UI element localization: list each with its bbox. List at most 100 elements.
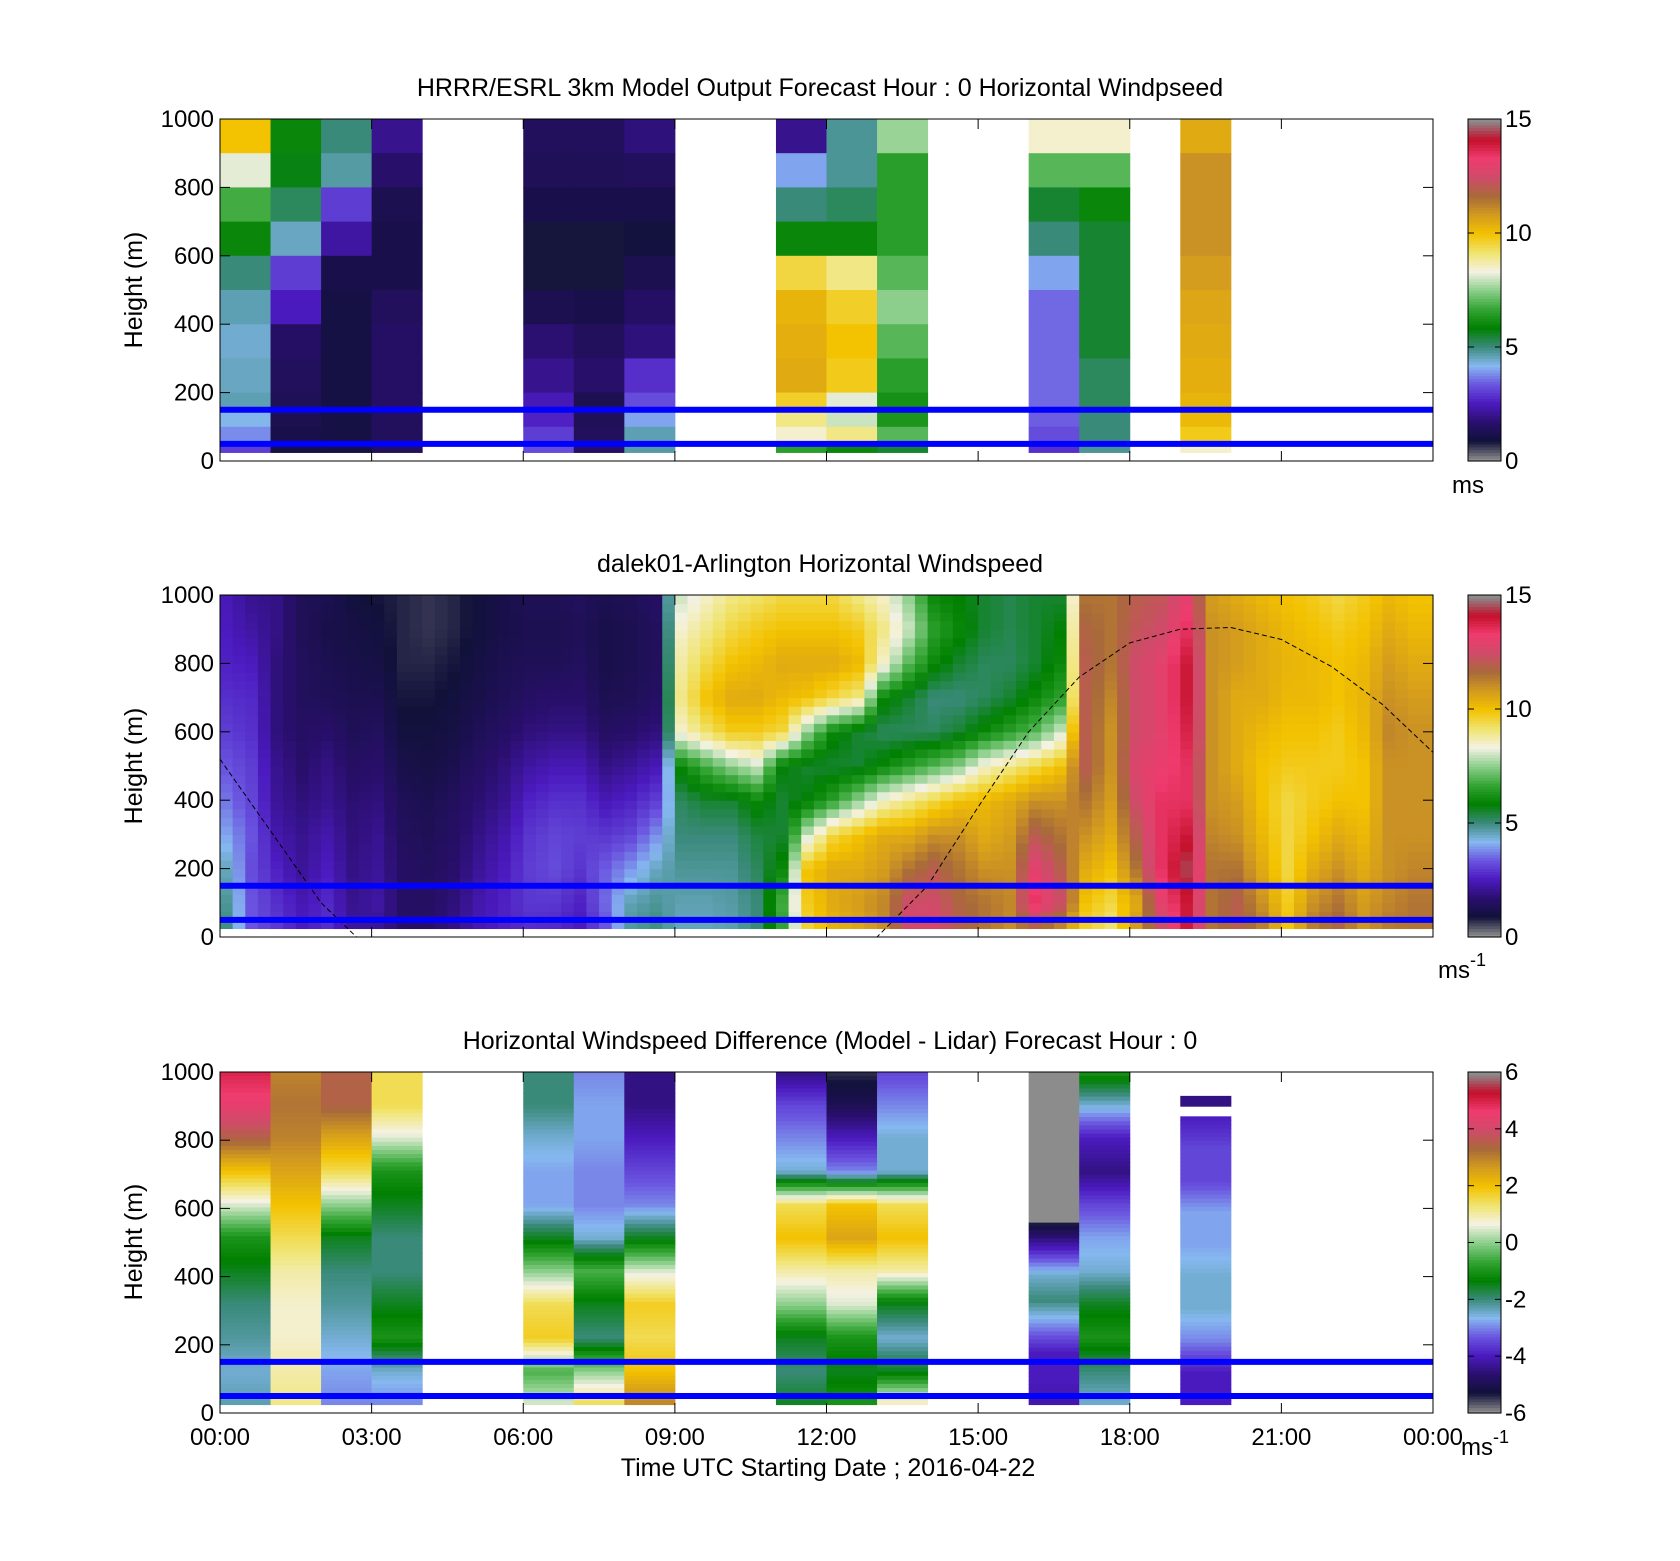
lidar-cell: [1167, 783, 1181, 793]
lidar-cell: [965, 825, 979, 835]
difference-cell: [270, 1174, 322, 1180]
lidar-cell: [1218, 629, 1232, 639]
difference-cell: [220, 1322, 272, 1328]
lidar-cell: [902, 595, 916, 605]
lidar-cell: [1331, 766, 1346, 776]
lidar-cell: [1268, 671, 1282, 682]
lidar-cell: [1003, 689, 1017, 699]
lidar-cell: [510, 860, 524, 870]
lidar-cell: [826, 595, 840, 605]
lidar-cell: [611, 748, 625, 759]
lidar-cell: [889, 911, 903, 921]
lidar-cell: [1243, 808, 1257, 818]
difference-cell: [624, 1182, 676, 1188]
lidar-cell: [1230, 791, 1245, 801]
lidar-cell: [1155, 783, 1169, 793]
lidar-cell: [624, 740, 638, 750]
lidar-cell: [497, 740, 512, 750]
lidar-cell: [927, 748, 941, 759]
lidar-cell: [485, 663, 499, 673]
lidar-cell: [371, 808, 385, 818]
colorbar-segment: [1468, 418, 1501, 422]
lidar-cell: [1306, 766, 1320, 776]
lidar-cell: [1041, 748, 1055, 759]
lidar-cell: [687, 817, 701, 827]
model-cell: [220, 290, 272, 325]
lidar-cell: [257, 885, 272, 895]
lidar-cell: [839, 808, 853, 818]
lidar-cell: [788, 808, 802, 818]
lidar-cell: [270, 919, 284, 930]
lidar-cell: [523, 740, 537, 750]
difference-cell: [775, 1195, 827, 1200]
difference-cell: [523, 1379, 575, 1385]
lidar-cell: [510, 851, 524, 861]
lidar-cell: [1003, 757, 1017, 767]
panel-lidar: dalek01-Arlington Horizontal Windspeed 0…: [120, 550, 1532, 984]
lidar-cell: [1230, 612, 1245, 622]
lidar-cell: [1003, 748, 1017, 759]
difference-cell: [523, 1162, 575, 1168]
lidar-cell: [826, 817, 840, 827]
lidar-cell: [321, 603, 335, 613]
lidar-cell: [321, 825, 335, 835]
lidar-cell: [978, 783, 992, 793]
lidar-cell: [485, 697, 499, 707]
lidar-cell: [1344, 902, 1358, 912]
lidar-cell: [1369, 637, 1384, 647]
lidar-cell: [1256, 885, 1270, 895]
difference-cell: [321, 1256, 373, 1262]
lidar-cell: [1155, 885, 1169, 895]
lidar-cell: [712, 800, 727, 810]
lidar-cell: [561, 603, 575, 613]
lidar-cell: [1205, 902, 1219, 912]
lidar-cell: [1091, 629, 1106, 639]
lidar-cell: [839, 766, 853, 776]
lidar-cell: [1053, 697, 1068, 707]
lidar-cell: [1369, 654, 1384, 664]
model-cell: [573, 443, 625, 453]
lidar-cell: [1294, 663, 1308, 673]
lidar-cell: [1382, 911, 1396, 921]
lidar-cell: [321, 740, 335, 750]
lidar-cell: [535, 603, 550, 613]
lidar-cell: [1155, 774, 1169, 784]
lidar-cell: [662, 825, 676, 835]
lidar-cell: [775, 697, 790, 707]
lidar-cell: [1129, 671, 1143, 682]
lidar-cell: [738, 817, 752, 827]
colorbar-segment: [1468, 686, 1501, 690]
lidar-cell: [573, 706, 588, 716]
model-cell: [523, 358, 575, 394]
lidar-cell: [801, 740, 815, 750]
lidar-cell: [1243, 842, 1257, 853]
difference-cell: [877, 1072, 929, 1077]
lidar-cell: [1294, 817, 1308, 827]
lidar-cell: [788, 612, 802, 622]
lidar-cell: [1180, 868, 1194, 878]
lidar-cell: [1167, 834, 1181, 844]
lidar-cell: [1319, 808, 1333, 818]
lidar-cell: [889, 877, 903, 887]
lidar-cell: [1117, 714, 1131, 724]
lidar-cell: [333, 783, 347, 793]
lidar-cell: [1155, 731, 1169, 741]
difference-cell: [826, 1137, 878, 1143]
lidar-cell: [1294, 800, 1308, 810]
lidar-cell: [1294, 842, 1308, 853]
lidar-cell: [1218, 817, 1232, 827]
colorbar-segment: [1468, 298, 1501, 302]
lidar-cell: [649, 791, 663, 801]
difference-cell: [775, 1244, 827, 1250]
difference-cell: [573, 1129, 625, 1135]
difference-cell: [826, 1154, 878, 1159]
difference-cell: [826, 1129, 878, 1135]
difference-cell: [826, 1215, 878, 1221]
lidar-cell: [1407, 671, 1421, 682]
lidar-cell: [548, 629, 562, 639]
difference-cell: [624, 1289, 676, 1295]
lidar-cell: [321, 860, 335, 870]
difference-cell: [270, 1310, 322, 1315]
lidar-cell: [321, 654, 335, 664]
colorbar-segment: [1468, 392, 1501, 397]
